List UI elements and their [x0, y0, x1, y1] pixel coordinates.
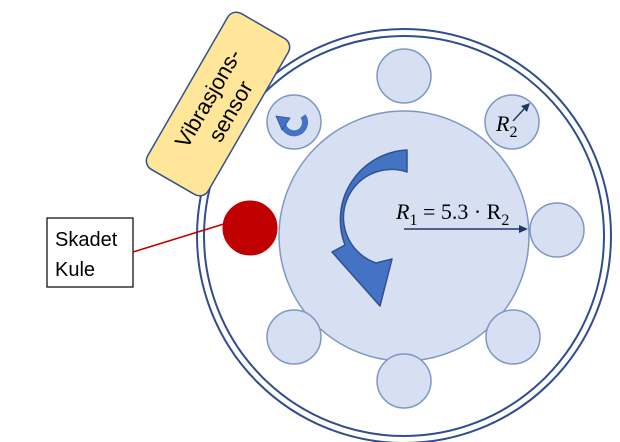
- ball-bottom: [376, 353, 432, 409]
- vibration-sensor: Vibrasjons- sensor: [145, 11, 291, 197]
- ball-bottom-right: [485, 309, 541, 365]
- ball-top-left: [266, 94, 322, 150]
- r1-label: R1 = 5.3 · R2: [395, 199, 509, 229]
- inner-race-rotation-arrow-icon: [331, 149, 408, 307]
- damaged-ball: [222, 200, 278, 256]
- damaged-ball-callout-line1: Skadet: [55, 229, 118, 251]
- ball-rotation-arrow-icon: [275, 114, 308, 137]
- damaged-ball-callout-line2: Kule: [55, 259, 95, 281]
- damaged-ball-callout-box: [46, 217, 134, 288]
- outer-race-outer-ring: [196, 28, 612, 442]
- ball-right: [529, 202, 585, 258]
- damaged-ball-pointer-arrow: [132, 218, 235, 253]
- r2-radius-arrow: [512, 103, 530, 122]
- damaged-ball-callout: Skadet Kule: [46, 217, 134, 288]
- rolling-balls: [266, 48, 585, 409]
- ball-bottom-left: [266, 309, 322, 365]
- r1-radius-arrow: [404, 225, 528, 233]
- outer-race-inner-ring: [203, 35, 605, 437]
- vibration-sensor-body: [145, 11, 291, 197]
- outer-race: [196, 28, 612, 442]
- r2-label: R2: [495, 111, 517, 141]
- ball-top: [376, 48, 432, 104]
